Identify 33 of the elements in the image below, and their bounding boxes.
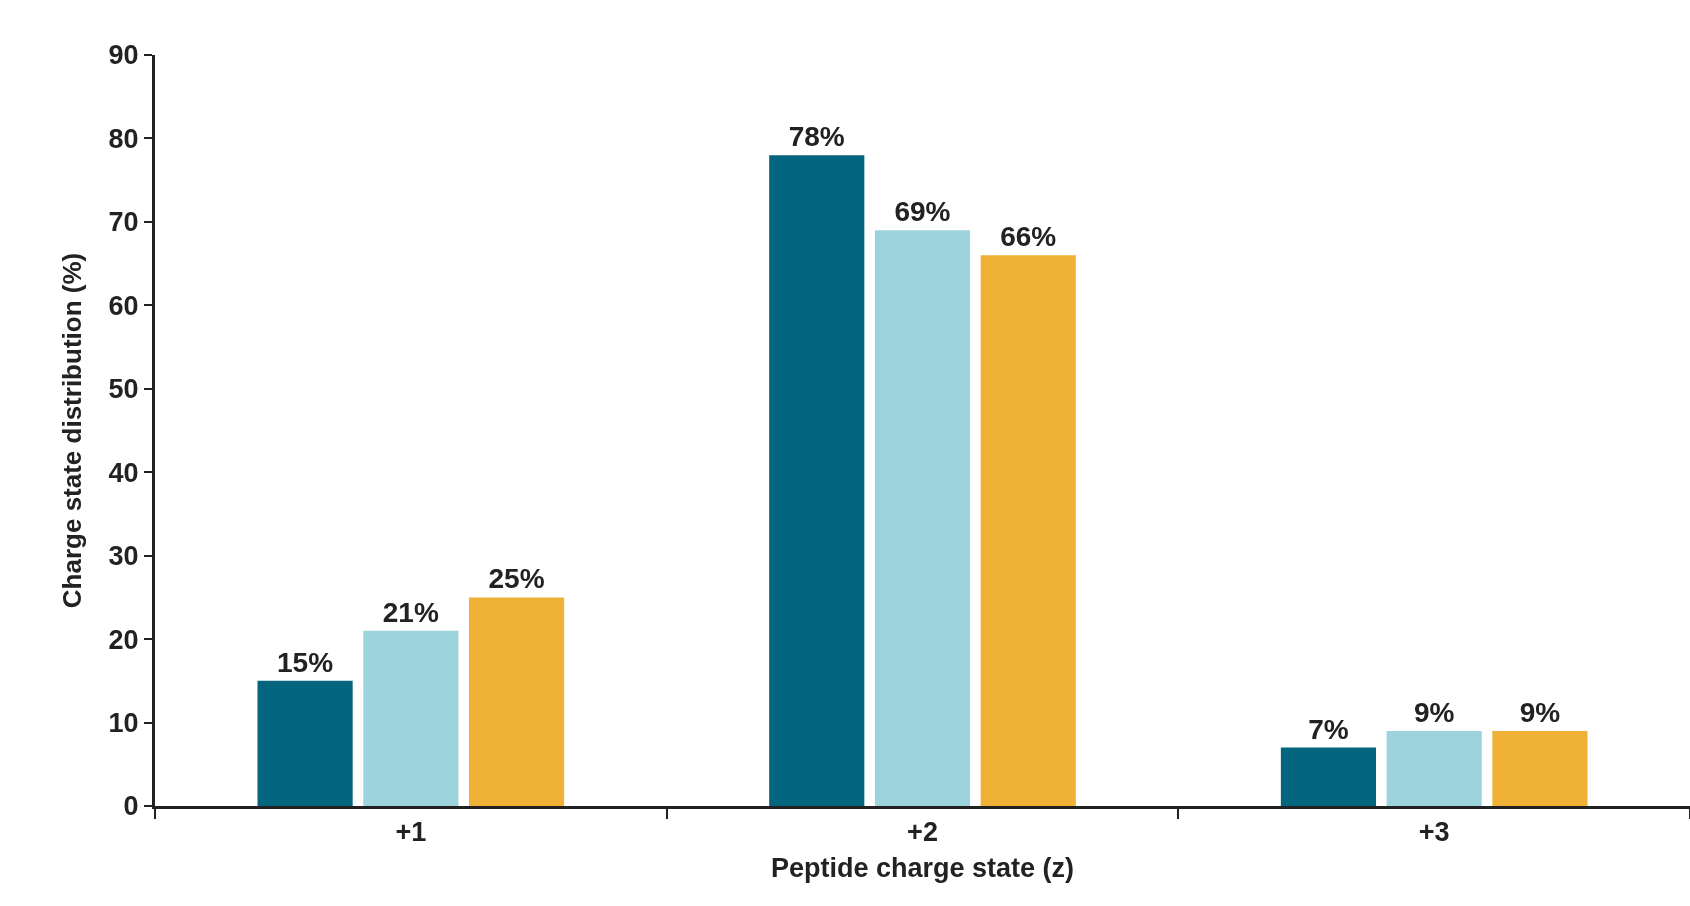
data-label: 21% [382,596,439,628]
bar [468,597,565,806]
bar [363,630,459,806]
data-label: 15% [277,646,334,678]
data-label: 78% [788,121,845,153]
y-tick-label: 60 [108,290,139,321]
y-tick-label: 30 [108,541,139,572]
y-tick-label: 80 [108,123,139,154]
y-tick-label: 90 [108,40,139,71]
y-tick-label: 70 [108,207,139,238]
data-label: 9% [1519,696,1561,728]
x-axis-title: Peptide charge state (z) [770,852,1075,883]
y-tick-label: 50 [108,374,139,405]
x-tick-label: +2 [907,817,938,848]
bar [257,680,353,806]
bar [1492,730,1588,806]
y-tick-label: 20 [108,624,139,655]
data-label: 25% [488,563,545,595]
bar [874,230,971,806]
y-tick-label: 40 [108,457,139,488]
x-tick-label: +1 [395,817,427,848]
y-tick-label: 0 [123,791,139,822]
data-label: 66% [1000,221,1057,253]
bar [769,155,865,806]
y-tick-label: 10 [108,708,139,739]
data-label: 69% [894,196,951,228]
y-axis-title: Charge state distribution (%) [56,252,87,609]
bar [1386,730,1482,806]
bar [980,255,1076,806]
x-tick-label: +3 [1418,817,1450,848]
data-label: 9% [1413,696,1455,728]
bar [1280,747,1377,806]
data-label: 7% [1308,713,1349,745]
